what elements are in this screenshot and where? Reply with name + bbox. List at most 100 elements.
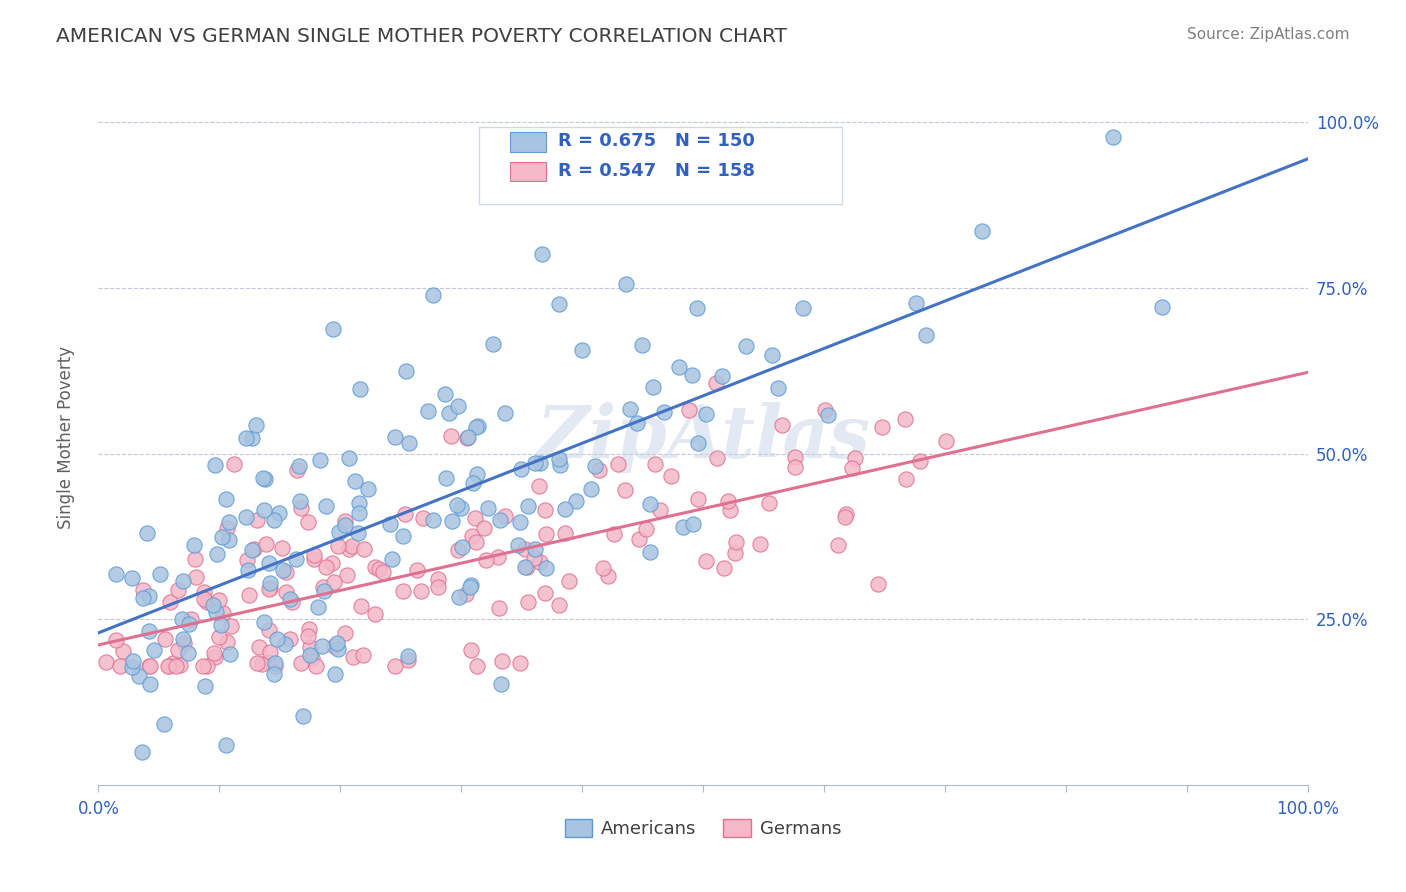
Point <box>682 516 704 531</box>
Point <box>416 403 439 417</box>
Point <box>221 619 243 633</box>
Point <box>276 585 298 599</box>
Point <box>571 343 593 357</box>
Point <box>446 499 468 513</box>
Point <box>131 745 153 759</box>
Point <box>307 599 329 614</box>
Point <box>548 458 571 473</box>
Point <box>218 533 240 548</box>
Point <box>347 506 370 520</box>
Point <box>305 658 328 673</box>
Point <box>309 453 332 467</box>
Point <box>427 580 450 594</box>
Point <box>180 611 202 625</box>
Point <box>554 501 576 516</box>
Point <box>280 595 302 609</box>
Point <box>558 574 581 588</box>
Point <box>834 510 856 524</box>
Point <box>513 560 536 574</box>
Point <box>364 607 387 622</box>
Point <box>724 535 747 549</box>
Point <box>138 658 160 673</box>
Point <box>695 407 717 421</box>
Point <box>349 496 371 510</box>
Point <box>614 483 637 497</box>
Point <box>166 643 188 657</box>
Point <box>273 637 295 651</box>
Point <box>315 499 337 513</box>
Point <box>337 542 360 557</box>
Point <box>252 615 274 629</box>
Point <box>785 460 807 475</box>
Point <box>301 651 323 665</box>
Point <box>447 542 470 557</box>
Point <box>548 598 571 612</box>
Point <box>326 539 349 553</box>
Point <box>768 381 790 395</box>
Point <box>592 561 614 575</box>
Point <box>259 576 281 591</box>
Legend: Americans, Germans: Americans, Germans <box>558 812 848 846</box>
Bar <box>509 161 546 181</box>
Point <box>215 491 238 506</box>
Point <box>336 567 359 582</box>
Point <box>588 463 610 477</box>
Point <box>312 584 335 599</box>
Point <box>583 458 606 473</box>
Point <box>328 524 350 539</box>
Point <box>398 436 420 450</box>
Point <box>433 387 456 401</box>
Point <box>533 586 555 600</box>
Point <box>384 430 406 444</box>
Point <box>333 626 356 640</box>
Point <box>394 364 416 378</box>
Point <box>264 658 287 673</box>
Point <box>326 636 349 650</box>
Point <box>287 463 309 477</box>
Point <box>638 545 661 559</box>
Point <box>472 521 495 535</box>
Point <box>457 430 479 444</box>
Point <box>517 499 540 513</box>
Point <box>412 511 434 525</box>
Point <box>333 517 356 532</box>
Point <box>841 461 863 475</box>
Point <box>342 649 364 664</box>
Point <box>278 591 301 606</box>
Point <box>235 510 257 524</box>
Text: ZipAtlas: ZipAtlas <box>536 401 870 473</box>
Point <box>142 643 165 657</box>
Point <box>631 338 654 352</box>
Point <box>252 471 274 485</box>
Point <box>440 429 463 443</box>
Point <box>509 515 531 529</box>
Point <box>242 542 264 557</box>
Point <box>434 471 457 485</box>
Point <box>529 556 551 570</box>
Point <box>392 529 415 543</box>
Point <box>761 348 783 362</box>
Point <box>208 592 231 607</box>
Point <box>517 595 540 609</box>
Point <box>273 563 295 577</box>
Point <box>579 482 602 496</box>
Point <box>104 566 127 581</box>
Point <box>634 522 657 536</box>
Point <box>513 542 536 557</box>
Point <box>195 658 218 673</box>
Point <box>208 630 231 644</box>
Point <box>246 657 269 671</box>
Point <box>409 584 432 599</box>
Point <box>450 500 472 515</box>
Point <box>394 507 416 521</box>
Point <box>122 654 145 668</box>
Point <box>240 543 263 558</box>
Point <box>465 534 488 549</box>
Point <box>128 669 150 683</box>
Point <box>456 587 478 601</box>
Point <box>713 560 735 574</box>
Point <box>165 658 187 673</box>
Point <box>596 569 619 583</box>
Point <box>222 457 245 471</box>
Point <box>536 526 558 541</box>
